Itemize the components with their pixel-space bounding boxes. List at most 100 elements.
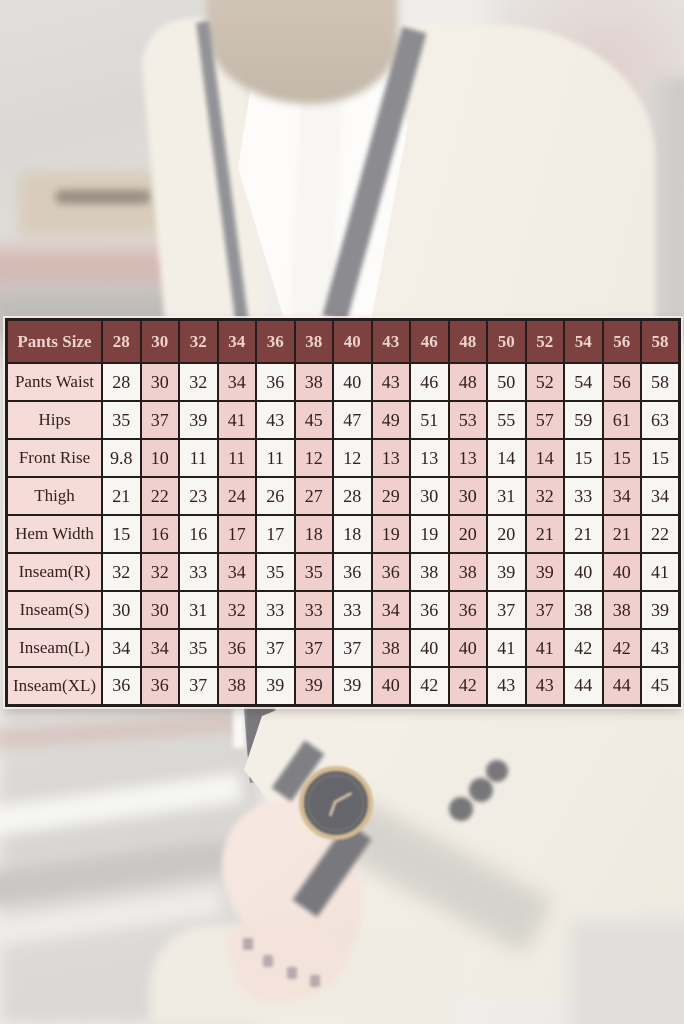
row-label: Inseam(XL)	[5, 666, 103, 706]
size-cell: 30	[139, 362, 180, 402]
blurred-red-band	[0, 248, 177, 290]
size-cell: 51	[409, 400, 450, 440]
size-cell: 32	[216, 590, 257, 630]
column-header: 36	[255, 318, 296, 364]
size-cell: 15	[563, 438, 604, 478]
table-row: Hips 35 37 39 41 43 45 47 49 51 53 55 57 59 61 63	[5, 400, 681, 440]
size-cell: 36	[370, 552, 411, 592]
size-cell: 30	[409, 476, 450, 516]
size-cell: 52	[524, 362, 565, 402]
size-cell: 13	[409, 438, 450, 478]
size-cell: 37	[524, 590, 565, 630]
size-cell: 36	[139, 666, 180, 706]
size-cell: 40	[370, 666, 411, 706]
size-cell: 14	[486, 438, 527, 478]
size-cell: 38	[601, 590, 642, 630]
size-cell: 38	[370, 628, 411, 668]
size-cell: 14	[524, 438, 565, 478]
size-cell: 33	[563, 476, 604, 516]
size-cell: 45	[640, 666, 681, 706]
table-row: Hem Width 15 16 16 17 17 18 18 19 19 20 20 21 21 21 22	[5, 514, 681, 554]
table-row: Front Rise 9.8 10 11 11 11 12 12 13 13 13 14 14 15 15 1…	[5, 438, 681, 478]
row-label: Inseam(S)	[5, 590, 103, 630]
column-header: 30	[139, 318, 180, 364]
column-header: 32	[178, 318, 219, 364]
size-cell: 30	[447, 476, 488, 516]
cuff-button	[469, 778, 493, 802]
size-cell: 18	[293, 514, 334, 554]
column-header: 40	[332, 318, 373, 364]
size-cell: 39	[486, 552, 527, 592]
size-cell: 42	[563, 628, 604, 668]
size-cell: 34	[370, 590, 411, 630]
size-cell: 57	[524, 400, 565, 440]
size-cell: 46	[409, 362, 450, 402]
row-label: Hem Width	[5, 514, 103, 554]
size-cell: 15	[640, 438, 681, 478]
size-cell: 35	[101, 400, 142, 440]
size-cell: 16	[139, 514, 180, 554]
size-cell: 35	[178, 628, 219, 668]
size-cell: 34	[216, 362, 257, 402]
size-cell: 40	[447, 628, 488, 668]
size-cell: 11	[178, 438, 219, 478]
size-cell: 24	[216, 476, 257, 516]
finger-tattoo	[243, 938, 253, 950]
size-cell: 21	[563, 514, 604, 554]
size-cell: 36	[447, 590, 488, 630]
cuff-button	[449, 797, 473, 821]
corner-header: Pants Size	[5, 318, 103, 364]
blurred-sign-mark	[55, 190, 151, 204]
size-cell: 29	[370, 476, 411, 516]
size-cell: 32	[139, 552, 180, 592]
size-cell: 37	[255, 628, 296, 668]
size-cell: 40	[601, 552, 642, 592]
column-header: 52	[524, 318, 565, 364]
table-header: Pants Size 28 30 32 34 36 38 40 43 46 48 50 52 54 56 58	[5, 318, 681, 364]
size-cell: 34	[139, 628, 180, 668]
size-cell: 48	[447, 362, 488, 402]
size-cell: 28	[332, 476, 373, 516]
size-cell: 58	[640, 362, 681, 402]
table-row: Inseam(XL) 36 36 37 38 39 39 39 40 42 42 43 43 44 44 45	[5, 666, 681, 706]
size-cell: 21	[601, 514, 642, 554]
wrist-watch	[299, 766, 373, 840]
size-cell: 49	[370, 400, 411, 440]
size-cell: 35	[255, 552, 296, 592]
size-cell: 19	[370, 514, 411, 554]
size-cell: 38	[447, 552, 488, 592]
size-cell: 17	[216, 514, 257, 554]
size-cell: 17	[255, 514, 296, 554]
size-cell: 34	[216, 552, 257, 592]
blurred-storefront-sign	[18, 172, 170, 236]
column-header: 34	[216, 318, 257, 364]
column-header: 28	[101, 318, 142, 364]
size-cell: 15	[601, 438, 642, 478]
size-cell: 44	[563, 666, 604, 706]
size-cell: 19	[409, 514, 450, 554]
row-label: Inseam(L)	[5, 628, 103, 668]
size-cell: 39	[524, 552, 565, 592]
size-cell: 22	[640, 514, 681, 554]
size-cell: 37	[332, 628, 373, 668]
row-label: Hips	[5, 400, 103, 440]
size-cell: 54	[563, 362, 604, 402]
size-cell: 33	[255, 590, 296, 630]
size-cell: 16	[178, 514, 219, 554]
size-cell: 63	[640, 400, 681, 440]
size-cell: 23	[178, 476, 219, 516]
size-cell: 50	[486, 362, 527, 402]
size-cell: 43	[370, 362, 411, 402]
size-cell: 43	[640, 628, 681, 668]
size-cell: 32	[524, 476, 565, 516]
column-header: 38	[293, 318, 334, 364]
size-cell: 38	[293, 362, 334, 402]
size-cell: 41	[524, 628, 565, 668]
size-cell: 36	[216, 628, 257, 668]
size-cell: 13	[447, 438, 488, 478]
finger-tattoo	[310, 975, 320, 987]
size-cell: 11	[255, 438, 296, 478]
size-cell: 42	[601, 628, 642, 668]
row-label: Inseam(R)	[5, 552, 103, 592]
